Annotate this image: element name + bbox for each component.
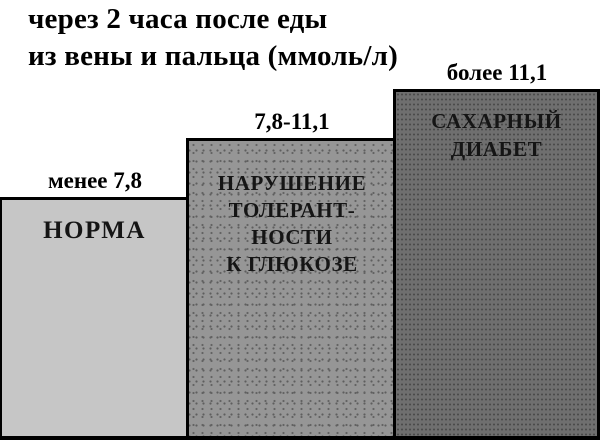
bar-diabetes: САХАРНЫЙ ДИАБЕТ [393, 89, 600, 440]
bar-tolerance-label-line: ТОЛЕРАНТ- [228, 198, 356, 222]
bar-value-label-norma: менее 7,8 [47, 168, 143, 193]
bar-glucose-tolerance: НАРУШЕНИЕ ТОЛЕРАНТ- НОСТИ К ГЛЮКОЗЕ [186, 138, 398, 440]
bar-tolerance-label-line: НАРУШЕНИЕ [217, 171, 367, 195]
bar-norma: НОРМА [0, 197, 190, 440]
bar-value-label-tolerance: 7,8-11,1 [254, 109, 330, 134]
chart-title-line2: из вены и пальца (ммоль/л) [28, 40, 398, 72]
bar-diabetes-label: САХАРНЫЙ ДИАБЕТ [396, 92, 597, 163]
bar-tolerance-label-line: НОСТИ [251, 225, 333, 249]
bar-diabetes-label-line: ДИАБЕТ [450, 137, 543, 161]
bar-glucose-tolerance-label: НАРУШЕНИЕ ТОЛЕРАНТ- НОСТИ К ГЛЮКОЗЕ [189, 141, 395, 278]
chart-title-line1: через 2 часа после еды [28, 3, 328, 35]
bar-tolerance-label-line: К ГЛЮКОЗЕ [226, 252, 358, 276]
chart-title: через 2 часа после еды из вены и пальца … [28, 1, 398, 75]
bar-value-label-diabetes: более 11,1 [446, 60, 548, 85]
bar-norma-label: НОРМА [2, 200, 187, 245]
bar-diabetes-label-line: САХАРНЫЙ [431, 109, 562, 133]
bar-norma-label-line: НОРМА [43, 217, 146, 244]
